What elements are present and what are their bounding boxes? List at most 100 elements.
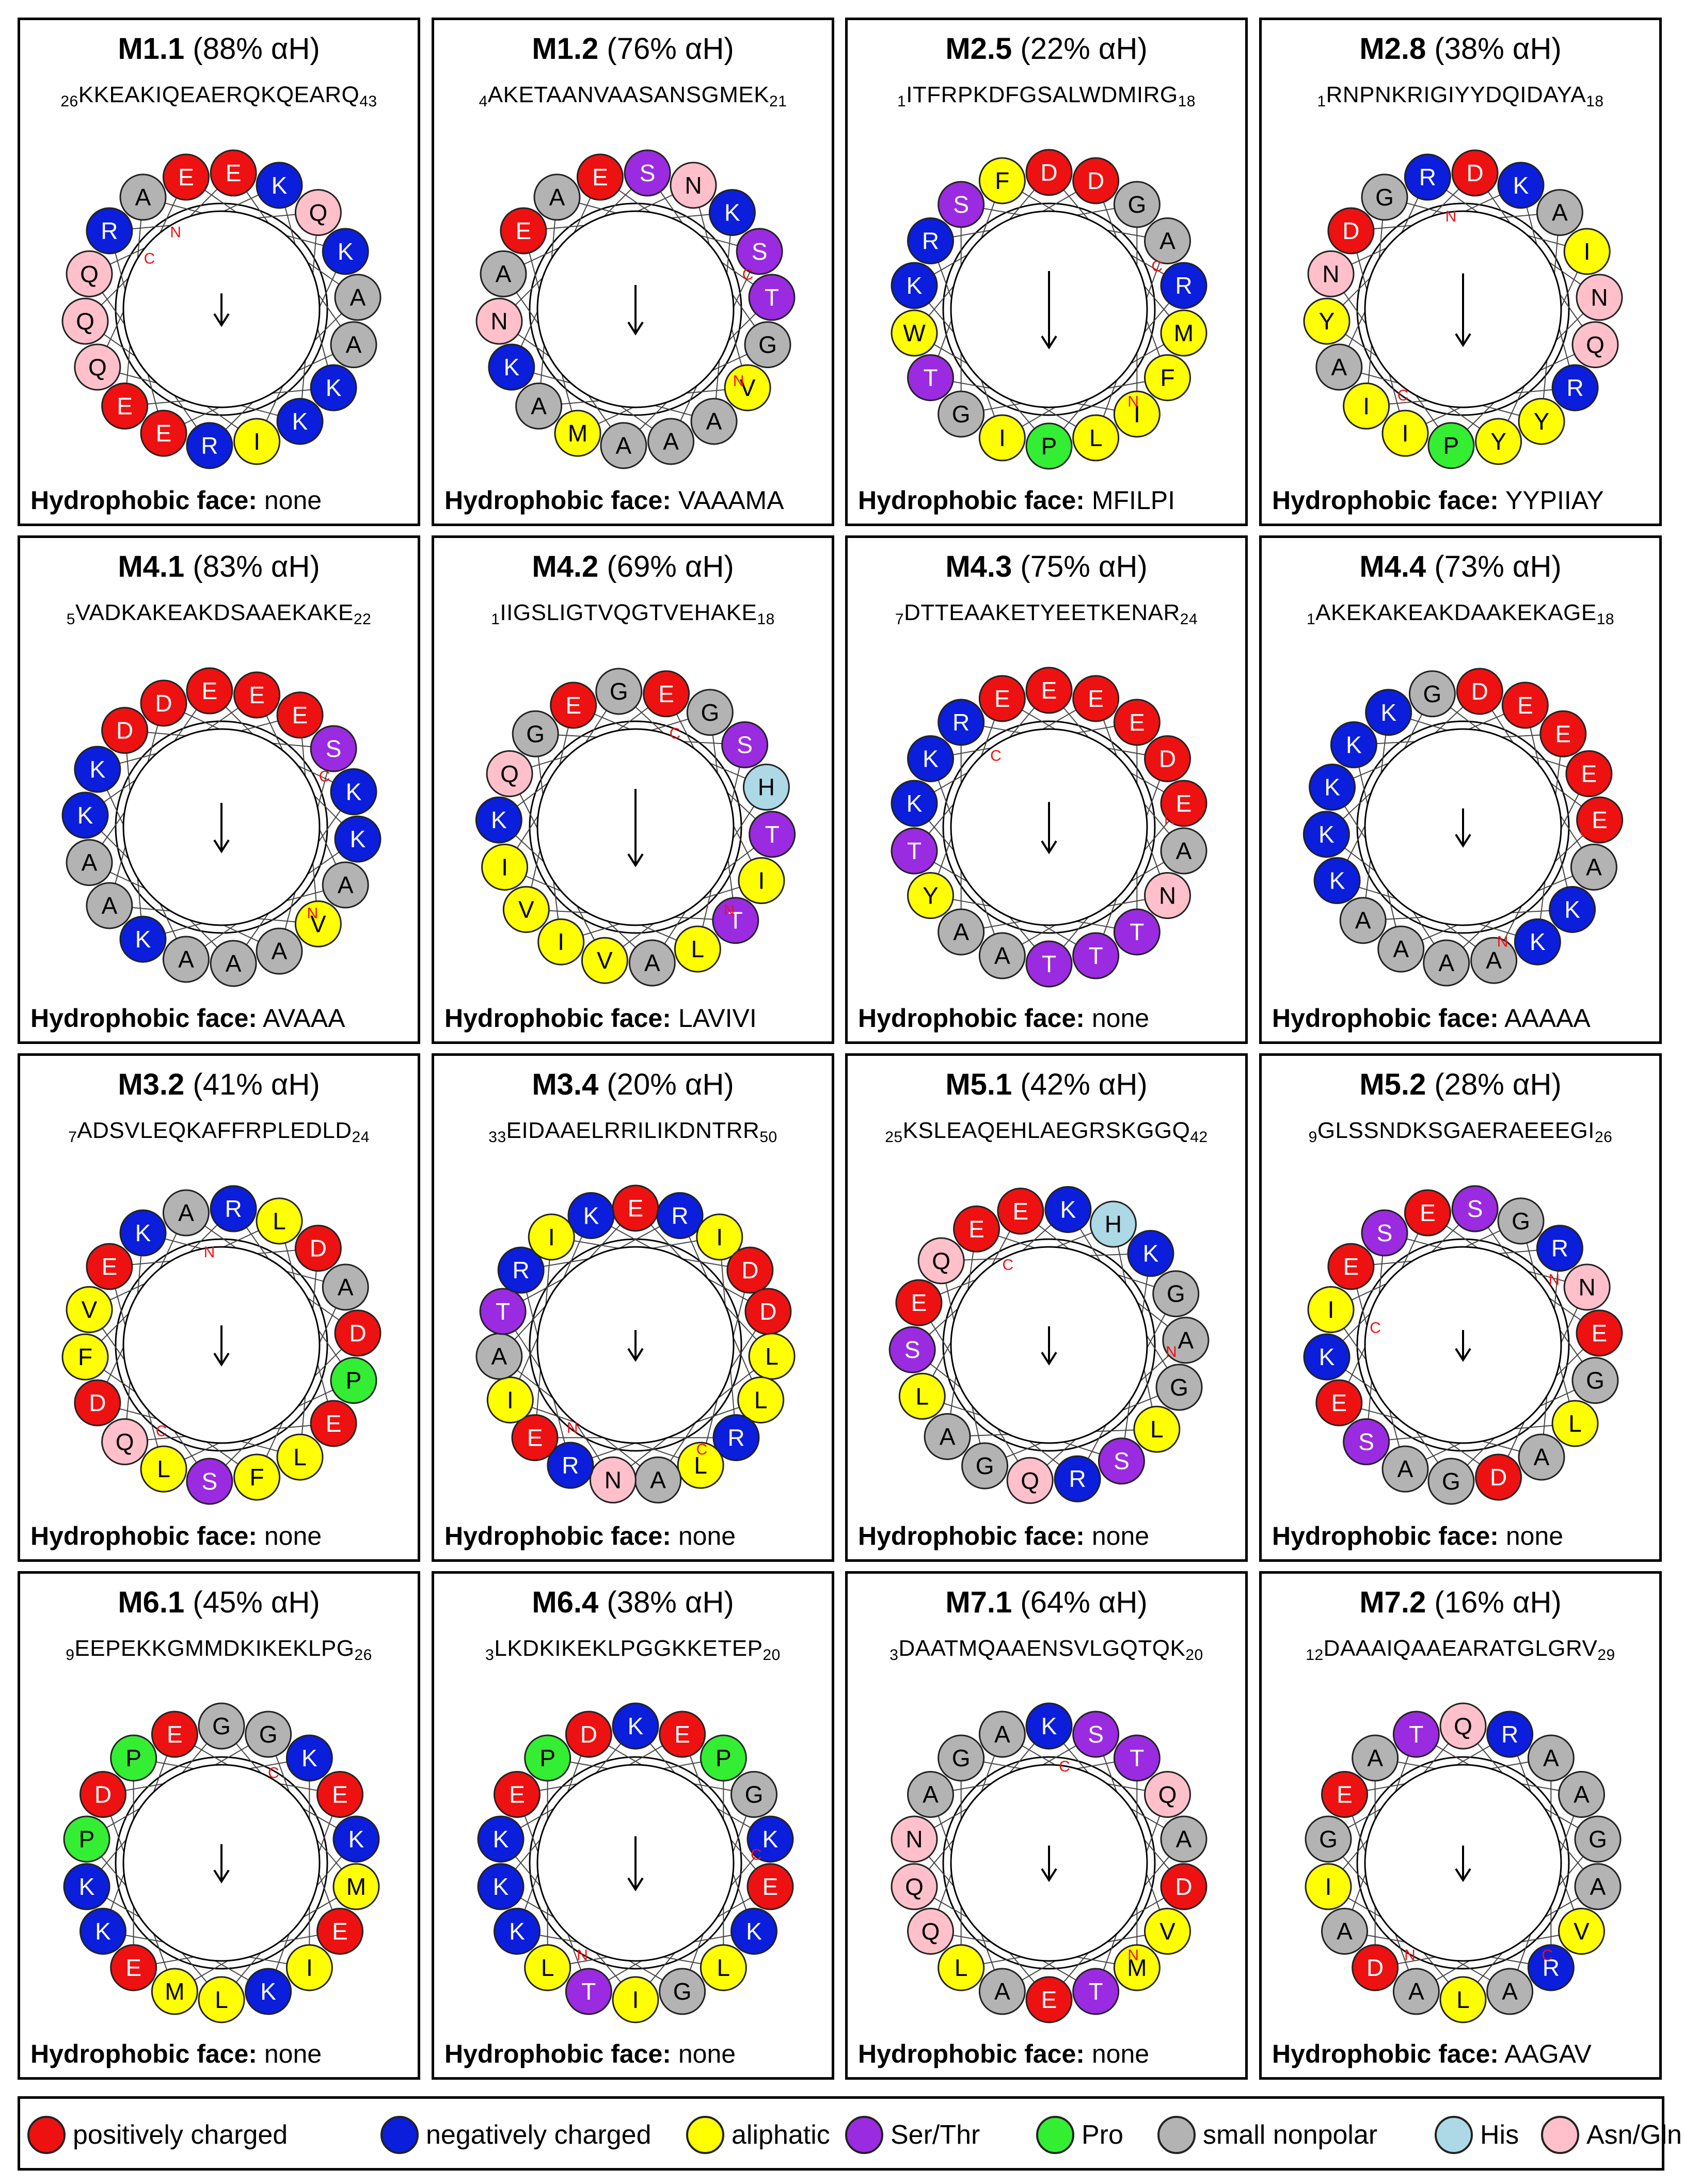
residue-letter: A: [1543, 1745, 1559, 1771]
residue-letter: A: [496, 260, 512, 287]
residue: K: [891, 780, 938, 827]
residue-letter: R: [952, 709, 970, 736]
wheel-ring: [1356, 1756, 1570, 1970]
hydrophobic-face: Hydrophobic face: none: [858, 1003, 1149, 1033]
residue: D: [1025, 149, 1073, 196]
residue-letter: A: [338, 1274, 354, 1301]
residue-letter: S: [640, 160, 656, 186]
c-terminus-marker: C: [1370, 1319, 1381, 1336]
residue: E: [1539, 710, 1587, 757]
residue-letter: Y: [1490, 428, 1506, 455]
residue-letter: G: [1442, 1468, 1460, 1495]
residue: S: [310, 725, 357, 772]
residue: L: [674, 925, 721, 973]
residue-letter: A: [1393, 936, 1409, 962]
legend-swatch: [1157, 2116, 1196, 2154]
residue: G: [938, 1734, 985, 1782]
residue: L: [1439, 1976, 1487, 2023]
residue: K: [332, 1815, 380, 1863]
helix-percent: (38% αH): [607, 1586, 734, 1619]
hydrophobic-moment-arrow: [1455, 808, 1471, 848]
residue-letter: E: [516, 217, 532, 244]
hydrophobic-face-label: Hydrophobic face:: [30, 2039, 257, 2068]
residue: I: [1381, 409, 1429, 457]
hydrophobic-face-value: none: [678, 2039, 736, 2068]
residue: E: [1321, 1771, 1369, 1818]
residue: E: [550, 682, 597, 729]
residue-letter: A: [135, 184, 151, 211]
residue-letter: Q: [88, 354, 107, 381]
hydrophobic-moment-arrow: [1041, 1845, 1057, 1882]
c-terminus-marker: C: [1151, 258, 1163, 275]
residue-letter: R: [1551, 1235, 1568, 1262]
residue-letter: I: [632, 1986, 639, 2013]
residue-letter: K: [1530, 928, 1546, 955]
residue: N: [475, 297, 523, 345]
residue-letter: K: [724, 199, 740, 226]
residue: A: [1470, 937, 1518, 984]
residue: Q: [907, 1908, 955, 1955]
sequence-residues: VADKAKEAKDSAAEKAKE: [75, 600, 354, 625]
peptide-id: M6.1: [118, 1586, 185, 1619]
residue-letter: G: [526, 720, 545, 747]
residue: D: [1451, 149, 1499, 197]
residue-letter: K: [135, 1220, 151, 1246]
residue-letter: E: [1337, 1781, 1353, 1808]
hydrophobic-face-label: Hydrophobic face:: [30, 1522, 257, 1550]
legend-label: Ser/Thr: [891, 2120, 980, 2150]
residue: M: [151, 1968, 198, 2015]
residue: K: [1025, 1702, 1073, 1750]
sequence-residues: AKETAANVAASANSGMEK: [487, 82, 770, 107]
hydrophobic-face-label: Hydrophobic face:: [858, 1004, 1085, 1033]
residue-letter: F: [78, 1343, 92, 1370]
residue: E: [276, 691, 324, 739]
residue-letter: I: [1325, 1873, 1332, 1900]
n-terminus-marker: N: [567, 1419, 578, 1436]
color-legend: positively charged negatively charged alip…: [18, 2096, 1682, 2171]
residue-letter: E: [1041, 677, 1057, 704]
residue: N: [891, 1815, 938, 1863]
peptide-id: M7.1: [945, 1586, 1012, 1619]
residue: S: [1072, 1711, 1120, 1758]
hydrophobic-face-value: none: [1091, 2039, 1150, 2068]
sequence-residues: EIDAAELRRILIKDNTRR: [506, 1118, 760, 1143]
residue: K: [310, 364, 357, 412]
sequence: 5VADKAKEAKDSAAEKAKE22: [20, 600, 418, 628]
c-terminus-marker: C: [144, 250, 155, 267]
residue: A: [1392, 1968, 1440, 2015]
panel-title: M4.3 (75% αH): [848, 549, 1245, 584]
residue: E: [316, 1908, 363, 1955]
sequence-start: 12: [1306, 1647, 1324, 1664]
residue-letter: N: [1591, 284, 1608, 311]
residue: Q: [101, 1418, 149, 1465]
legend-swatch: [27, 2116, 66, 2154]
residue-letter: E: [1420, 1199, 1436, 1226]
residue-letter: I: [548, 1224, 555, 1251]
residue: A: [334, 274, 382, 321]
residue: S: [888, 1326, 936, 1373]
residue: A: [1574, 1863, 1622, 1910]
residue: A: [322, 1263, 369, 1311]
residue: K: [1309, 764, 1356, 811]
residue: K: [475, 796, 522, 844]
hydrophobic-face-value: YYPIIAY: [1505, 486, 1604, 515]
sequence-start: 1: [1317, 93, 1326, 110]
residue-letter: M: [1127, 1954, 1147, 1981]
residue-letter: F: [250, 1464, 264, 1491]
residue-letter: D: [349, 1320, 366, 1347]
residue-letter: I: [1584, 238, 1591, 265]
residue: E: [978, 675, 1026, 722]
n-terminus-marker: N: [307, 905, 319, 922]
residue: Q: [486, 750, 533, 797]
sequence: 9EEPEKKGMMDKIKEKLPG26: [20, 1636, 418, 1664]
hydrophobic-face-value: none: [264, 2039, 322, 2068]
residue-letter: K: [350, 826, 366, 852]
residue-letter: K: [493, 1873, 509, 1900]
residue-letter: E: [226, 160, 242, 186]
residue: K: [1313, 857, 1361, 905]
residue: A: [1381, 1445, 1429, 1493]
residue: E: [1113, 699, 1161, 746]
residue-letter: I: [758, 867, 765, 894]
residue-letter: T: [728, 907, 743, 934]
